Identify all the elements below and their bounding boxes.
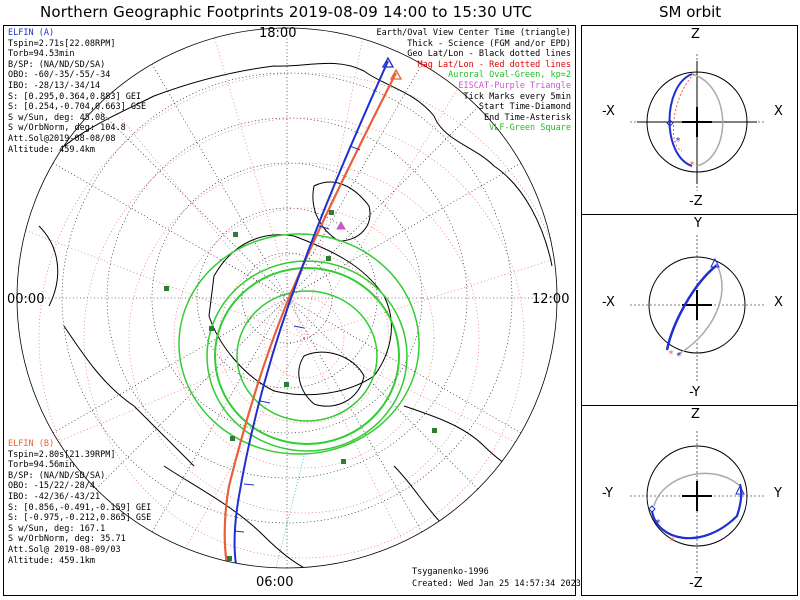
sm-axis-right: X bbox=[774, 104, 783, 119]
elfin-b-line: S: [0.856,-0.491,-0.159] GEI bbox=[8, 502, 152, 513]
legend-entry: Geo Lat/Lon - Black dotted lines bbox=[407, 49, 571, 60]
elfin-b-line: Tspin=2.80s[21.39RPM] bbox=[8, 449, 116, 460]
sm-axis-left: -Y bbox=[602, 486, 614, 501]
legend-entry: Start Time-Diamond bbox=[478, 102, 571, 113]
legend-entry: Auroral Oval-Green, kp=2 bbox=[448, 70, 571, 81]
elfin-b-info: ELFIN (B) Tspin=2.80s[21.39RPM] Torb=94.… bbox=[8, 439, 151, 566]
sm-orbit-plot-yz: * * bbox=[630, 431, 764, 574]
tick-marks bbox=[233, 145, 361, 533]
created-label: Created: Wed Jan 25 14:57:34 2023 bbox=[412, 579, 581, 589]
clock-label-left: 00:00 bbox=[7, 292, 45, 307]
sm-orbit-panel-xy: * * Y -Y -X X bbox=[581, 215, 798, 406]
elfin-a-line: Altitude: 459.4km bbox=[8, 144, 95, 155]
sm-orbit-panel-xz: * * Z -Z -X X bbox=[581, 25, 798, 215]
sm-axis-bottom: -Z bbox=[689, 576, 703, 591]
elfin-a-line: Tspin=2.71s[22.08RPM] bbox=[8, 38, 116, 49]
svg-text:*: * bbox=[669, 536, 675, 547]
sm-axis-top: Z bbox=[691, 407, 700, 422]
geo-grid bbox=[17, 28, 557, 568]
elfin-b-center-triangle bbox=[389, 68, 403, 80]
elfin-a-line: S: [0.254,-0.704,0.663] GSE bbox=[8, 102, 147, 113]
elfin-b-line: Altitude: 459.1km bbox=[8, 555, 95, 566]
elfin-b-track bbox=[223, 72, 397, 568]
clock-label-right: 12:00 bbox=[532, 292, 570, 307]
sm-axis-bottom: -Y bbox=[689, 385, 701, 400]
legend-entry: Mag Lat/Lon - Red dotted lines bbox=[417, 59, 571, 70]
elfin-a-line: IBO: -28/13/-34/14 bbox=[8, 80, 101, 91]
footprint-map-panel: 18:00 00:00 12:00 06:00 ELFIN (A) Tspin=… bbox=[3, 25, 581, 596]
sm-axis-top: Z bbox=[691, 27, 700, 42]
elfin-a-track bbox=[233, 60, 389, 568]
sm-axis-top: Y bbox=[694, 216, 702, 231]
elfin-b-line: S w/Sun, deg: 167.1 bbox=[8, 523, 106, 534]
eiscat-triangle bbox=[336, 220, 346, 230]
elfin-a-info: ELFIN (A) Tspin=2.71s[22.08RPM] Torb=94.… bbox=[8, 28, 146, 155]
elfin-b-line: IBO: -42/36/-43/21 bbox=[8, 491, 101, 502]
sm-axis-right: X bbox=[774, 295, 783, 310]
sm-orbit-panel-yz: * * Z -Z -Y Y bbox=[581, 406, 798, 596]
elfin-a-line: OBO: -60/-35/-55/-34 bbox=[8, 70, 111, 81]
elfin-a-line: Att.Sol@2019-08-08/08 bbox=[8, 133, 116, 144]
polar-map bbox=[16, 27, 558, 582]
svg-text:*: * bbox=[675, 136, 681, 147]
elfin-b-line: S: [-0.975,-0.212,0.865] GSE bbox=[8, 513, 152, 524]
clock-label-bottom: 06:00 bbox=[256, 575, 294, 590]
elfin-a-line: S: [0.295,0.364,0.883] GEI bbox=[8, 91, 142, 102]
clock-label-top: 18:00 bbox=[259, 26, 297, 41]
legend-entry: End Time-Asterisk bbox=[484, 112, 571, 123]
elfin-b-line: OBO: -15/22/-28/4 bbox=[8, 481, 95, 492]
auroral-oval bbox=[178, 233, 420, 455]
elfin-b-line: B/SP: (NA/ND/SD/SA) bbox=[8, 470, 106, 481]
svg-text:*: * bbox=[676, 351, 682, 362]
coastlines bbox=[33, 62, 553, 568]
sm-axis-left: -X bbox=[602, 295, 615, 310]
elfin-a-line: S w/OrbNorm, deg: 104.8 bbox=[8, 123, 126, 134]
map-boundary bbox=[16, 27, 558, 569]
sm-orbit-plot-xy: * * bbox=[630, 235, 764, 383]
legend-entry: EISCAT-Purple Triangle bbox=[458, 80, 571, 91]
svg-text:*: * bbox=[668, 349, 674, 360]
legend-entry: VLF-Green Square bbox=[489, 123, 571, 134]
elfin-b-line: Att.Sol@ 2019-08-09/03 bbox=[8, 544, 121, 555]
legend: Earth/Oval View Center Time (triangle) T… bbox=[377, 28, 571, 134]
elfin-a-line: B/SP: (NA/ND/SD/SA) bbox=[8, 59, 106, 70]
elfin-b-name: ELFIN (B) bbox=[8, 439, 55, 449]
svg-text:*: * bbox=[689, 160, 695, 171]
model-label: Tsyganenko-1996 bbox=[412, 567, 489, 577]
legend-entry: Thick - Science (FGM and/or EPD) bbox=[407, 38, 571, 49]
mag-grid bbox=[17, 30, 557, 568]
vlf-stations bbox=[164, 210, 437, 561]
elfin-a-line: S w/Sun, deg: 45.08 bbox=[8, 112, 106, 123]
sm-axis-bottom: -Z bbox=[689, 194, 703, 209]
elfin-a-line: Torb=94.53min bbox=[8, 49, 75, 60]
sm-orbit-plot-xz: * * bbox=[630, 54, 764, 191]
svg-text:*: * bbox=[655, 518, 661, 529]
sm-axis-left: -X bbox=[602, 104, 615, 119]
elfin-b-line: Torb=94.56min bbox=[8, 460, 75, 471]
elfin-a-name: ELFIN (A) bbox=[8, 28, 55, 38]
legend-entry: Tick Marks every 5min bbox=[463, 91, 571, 102]
map-title: Northern Geographic Footprints 2019-08-0… bbox=[40, 3, 533, 21]
start-diamonds bbox=[228, 574, 244, 582]
sm-orbit-title: SM orbit bbox=[659, 3, 722, 21]
legend-entry: Earth/Oval View Center Time (triangle) bbox=[376, 28, 571, 38]
sm-axis-right: Y bbox=[774, 486, 782, 501]
elfin-a-center-triangle bbox=[381, 56, 395, 68]
elfin-b-line: S w/OrbNorm, deg: 35.71 bbox=[8, 534, 126, 545]
